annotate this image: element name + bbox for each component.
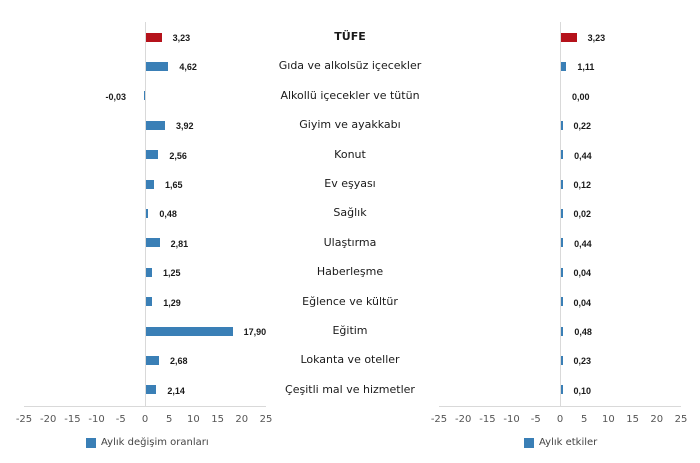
category-label: Ulaştırma — [323, 235, 377, 249]
category-bar — [561, 238, 564, 248]
x-axis-line — [24, 406, 266, 407]
x-tick-label: 15 — [626, 414, 639, 425]
total-bar — [561, 32, 577, 42]
value-label: 0,02 — [573, 209, 592, 220]
value-label: 0,00 — [572, 91, 590, 102]
x-tick-label: -15 — [479, 414, 496, 425]
category-bar — [561, 150, 564, 160]
x-tick-label: -10 — [88, 414, 105, 425]
value-label: 17,90 — [243, 327, 267, 337]
x-tick-label: 10 — [187, 414, 200, 425]
value-label: 1,65 — [164, 180, 183, 190]
value-label: -0,03 — [105, 91, 127, 102]
value-label: 0,04 — [573, 297, 592, 308]
category-bar — [146, 385, 157, 395]
category-bar — [146, 297, 153, 307]
category-bar — [146, 179, 154, 189]
zero-axis-line — [145, 22, 146, 407]
category-label: Eğitim — [332, 324, 368, 337]
category-bar — [561, 61, 567, 71]
total-bar — [146, 32, 162, 42]
x-tick-label: -15 — [64, 414, 81, 425]
chart-legend: Aylık etkiler — [524, 437, 597, 448]
legend-swatch — [524, 437, 534, 448]
value-label: 0,44 — [574, 238, 592, 249]
category-label: Gıda ve alkolsüz içecekler — [278, 59, 422, 73]
x-tick-label: 15 — [211, 414, 224, 425]
value-label: 0,23 — [573, 356, 592, 367]
category-label: Alkollü içecekler ve tütün — [280, 88, 420, 102]
value-label: 3,23 — [587, 33, 606, 43]
category-label: Haberleşme — [316, 265, 384, 279]
x-tick-label: -20 — [40, 414, 57, 425]
x-tick-label: 25 — [674, 414, 688, 425]
value-label: 0,44 — [574, 150, 592, 161]
monthly-impact-chart: 3,23 1,11 0,00 0,22 0,44 0,12 0,02 0,44 0,04 0,04… — [420, 0, 700, 463]
category-bar — [146, 238, 160, 248]
category-label: TÜFE — [334, 30, 366, 43]
legend-swatch — [86, 437, 96, 448]
x-tick-label: 5 — [166, 414, 173, 425]
x-tick-label: 10 — [602, 414, 615, 425]
value-label: 0,12 — [573, 180, 592, 190]
x-tick-label: 0 — [141, 414, 149, 425]
category-bar — [561, 385, 563, 395]
legend-label: Aylık etkiler — [539, 437, 598, 448]
category-label: Giyim ve ayakkabı — [299, 118, 401, 132]
category-bar — [146, 120, 165, 130]
category-bar — [561, 326, 564, 336]
value-label: 0,48 — [159, 209, 177, 220]
monthly-change-chart: 3,23 4,62 -0,03 3,92 2,56 1,65 0,48 2,81 1,25 1,2… — [0, 0, 280, 463]
category-bar — [143, 91, 145, 101]
value-label: 0,10 — [573, 385, 592, 396]
value-label: 1,25 — [163, 268, 181, 279]
category-bar — [561, 267, 563, 277]
category-bar — [561, 179, 563, 189]
category-label: Çeşitli mal ve hizmetler — [285, 382, 415, 396]
x-axis-line — [439, 406, 681, 407]
category-bar — [561, 120, 563, 130]
category-bar — [146, 267, 153, 277]
category-bar — [561, 355, 563, 365]
value-label: 0,22 — [573, 121, 592, 132]
category-label: Ev eşyası — [324, 177, 376, 190]
x-tick-label: -5 — [530, 414, 541, 425]
x-tick-label: 5 — [581, 414, 588, 425]
x-tick-label: -10 — [503, 414, 520, 425]
category-bar — [561, 208, 563, 218]
x-tick-label: -25 — [15, 414, 33, 425]
chart-legend: Aylık değişim oranları — [86, 437, 209, 448]
value-label: 1,11 — [577, 62, 595, 73]
category-bar — [146, 61, 169, 71]
category-label: Eğlence ve kültür — [302, 294, 398, 308]
x-tick-label: -5 — [115, 414, 126, 425]
x-tick-label: -25 — [430, 414, 448, 425]
value-label: 0,48 — [574, 327, 592, 337]
value-label: 2,14 — [167, 385, 185, 396]
category-label: Konut — [334, 147, 366, 161]
category-label: Sağlık — [333, 206, 367, 220]
value-label: 2,56 — [169, 150, 187, 161]
x-tick-label: 20 — [235, 414, 249, 425]
category-bar — [146, 150, 159, 160]
category-bar — [146, 326, 233, 336]
x-tick-label: 0 — [556, 414, 564, 425]
category-bar — [561, 297, 563, 307]
value-label: 0,04 — [573, 268, 592, 279]
value-label: 3,92 — [175, 121, 194, 132]
value-label: 3,23 — [172, 33, 191, 43]
category-label: Lokanta ve oteller — [300, 353, 400, 367]
category-bar — [146, 208, 149, 218]
category-bar — [146, 355, 159, 365]
value-label: 1,29 — [163, 297, 181, 308]
x-tick-label: -20 — [455, 414, 472, 425]
value-label: 4,62 — [179, 62, 197, 73]
x-tick-label: 25 — [259, 414, 273, 425]
value-label: 2,81 — [170, 238, 189, 249]
zero-axis-line — [560, 22, 561, 407]
value-label: 2,68 — [169, 356, 188, 367]
x-tick-label: 20 — [650, 414, 664, 425]
legend-label: Aylık değişim oranları — [101, 437, 209, 448]
